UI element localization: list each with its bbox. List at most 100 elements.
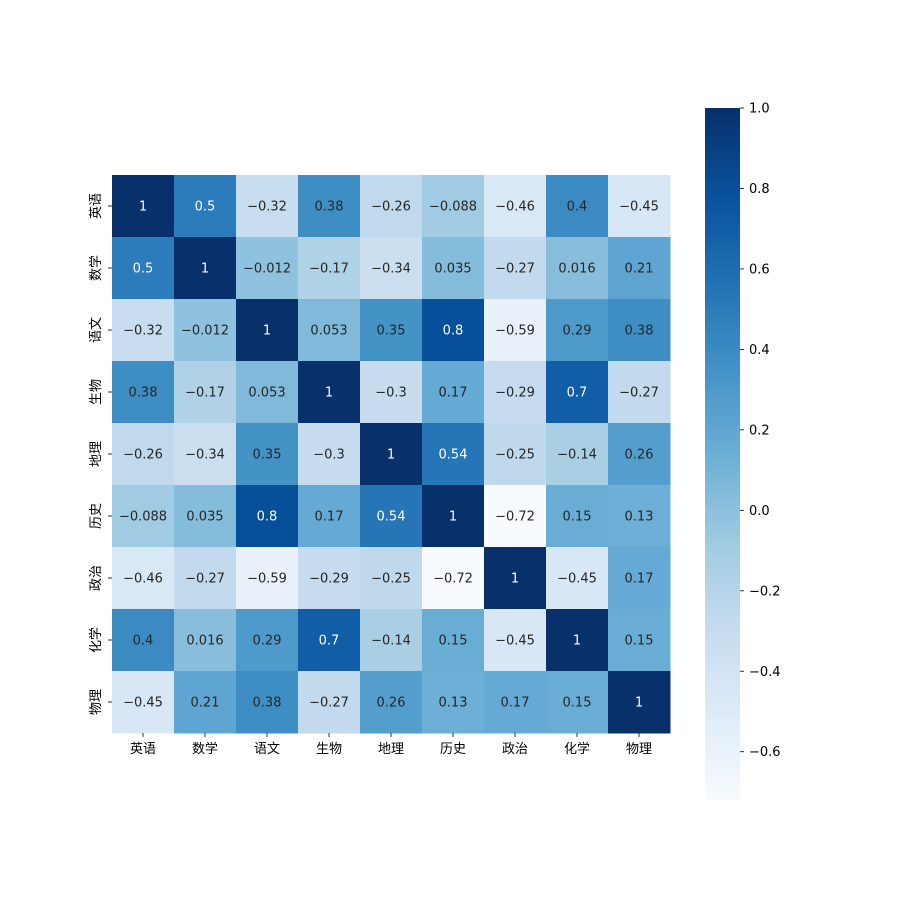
- heatmap-cell: [236, 175, 299, 238]
- cell-value-label: 0.035: [186, 510, 223, 525]
- cell-value-label: 0.8: [443, 324, 464, 339]
- heatmap-cell: [174, 609, 237, 672]
- heatmap-cell: [484, 547, 547, 610]
- y-tick-label: 政治: [89, 565, 104, 591]
- heatmap-cell: [546, 671, 609, 734]
- heatmap-cell: [484, 361, 547, 424]
- heatmap-cell: [608, 361, 671, 424]
- y-tick-label: 生物: [89, 379, 104, 405]
- cell-value-label: 1: [635, 696, 643, 711]
- heatmap-cells: 1 0.5 −0.32 0.38 −0.26 −0.088 −0.46 0.4 −0.45 0.5…: [112, 175, 671, 734]
- colorbar-tick-label: 0.0: [749, 504, 770, 519]
- cell-value-label: −0.29: [309, 572, 349, 587]
- heatmap-cell: [112, 547, 175, 610]
- cell-value-label: 0.26: [377, 696, 406, 711]
- cell-value-label: 0.5: [133, 262, 154, 277]
- heatmap-cell: [236, 423, 299, 486]
- heatmap-cell: [484, 485, 547, 548]
- cell-value-label: 1: [139, 200, 147, 215]
- cell-value-label: −0.46: [495, 200, 535, 215]
- heatmap-cell: [484, 609, 547, 672]
- colorbar-tick-label: 1.0: [749, 102, 770, 117]
- cell-value-label: −0.46: [123, 572, 163, 587]
- cell-value-label: 0.29: [563, 324, 592, 339]
- heatmap-cell: [174, 237, 237, 300]
- heatmap-cell: [546, 175, 609, 238]
- heatmap-cell: [360, 547, 423, 610]
- heatmap-cell: [546, 423, 609, 486]
- heatmap-cell: [112, 237, 175, 300]
- cell-value-label: 0.54: [439, 448, 468, 463]
- heatmap-cell: [174, 175, 237, 238]
- cell-value-label: −0.32: [247, 200, 287, 215]
- heatmap-cell: [422, 423, 485, 486]
- cell-value-label: −0.26: [123, 448, 163, 463]
- x-axis-ticks: 英语 数学 语文 生物 地理 历史 政治 化学 物理: [130, 733, 652, 757]
- cell-value-label: −0.34: [371, 262, 411, 277]
- colorbar-gradient: [705, 108, 740, 800]
- y-tick-label: 数学: [88, 255, 104, 281]
- heatmap-cell: [174, 299, 237, 362]
- cell-value-label: −0.012: [243, 262, 291, 277]
- colorbar-tick-label: −0.4: [749, 665, 781, 680]
- heatmap-cell: [112, 175, 175, 238]
- x-tick-label: 语文: [254, 742, 280, 757]
- heatmap-cell: [298, 361, 361, 424]
- heatmap-cell: [546, 609, 609, 672]
- cell-value-label: −0.25: [495, 448, 535, 463]
- heatmap-cell: [236, 361, 299, 424]
- x-tick-label: 数学: [192, 741, 218, 757]
- cell-value-label: −0.17: [309, 262, 349, 277]
- heatmap-cell: [112, 423, 175, 486]
- cell-value-label: −0.088: [119, 510, 167, 525]
- heatmap-cell: [608, 609, 671, 672]
- heatmap-cell: [174, 423, 237, 486]
- cell-value-label: 1: [325, 386, 333, 401]
- heatmap-cell: [236, 547, 299, 610]
- heatmap-cell: [360, 237, 423, 300]
- cell-value-label: 0.053: [248, 386, 285, 401]
- cell-value-label: −0.14: [557, 448, 597, 463]
- heatmap-cell: [608, 671, 671, 734]
- cell-value-label: −0.27: [309, 696, 349, 711]
- colorbar: 1.0 0.8 0.6 0.4 0.2 0.0 −0.2 −0.4 −0.6: [705, 102, 781, 800]
- heatmap-cell: [546, 547, 609, 610]
- heatmap-cell: [174, 361, 237, 424]
- heatmap-cell: [298, 547, 361, 610]
- y-tick-label: 物理: [89, 689, 104, 715]
- x-tick-label: 化学: [564, 741, 590, 757]
- cell-value-label: 0.21: [191, 696, 220, 711]
- y-tick-label: 化学: [88, 627, 104, 653]
- y-tick-label: 历史: [89, 503, 104, 529]
- heatmap-cell: [422, 299, 485, 362]
- cell-value-label: −0.34: [185, 448, 225, 463]
- heatmap-cell: [236, 299, 299, 362]
- cell-value-label: 0.35: [253, 448, 282, 463]
- heatmap-cell: [360, 423, 423, 486]
- cell-value-label: 0.26: [625, 448, 654, 463]
- heatmap-cell: [484, 671, 547, 734]
- heatmap-cell: [236, 237, 299, 300]
- heatmap-cell: [112, 671, 175, 734]
- cell-value-label: −0.45: [495, 634, 535, 649]
- cell-value-label: −0.45: [557, 572, 597, 587]
- cell-value-label: 0.016: [558, 262, 595, 277]
- x-tick-label: 地理: [378, 742, 404, 757]
- colorbar-tick-label: 0.6: [749, 262, 770, 277]
- cell-value-label: 0.7: [319, 634, 340, 649]
- x-tick-label: 物理: [626, 742, 652, 757]
- cell-value-label: 0.35: [377, 324, 406, 339]
- cell-value-label: −0.25: [371, 572, 411, 587]
- cell-value-label: −0.72: [495, 510, 535, 525]
- cell-value-label: 1: [449, 510, 457, 525]
- cell-value-label: 0.8: [257, 510, 278, 525]
- heatmap-cell: [360, 609, 423, 672]
- heatmap-cell: [484, 175, 547, 238]
- heatmap-cell: [112, 299, 175, 362]
- heatmap-cell: [608, 299, 671, 362]
- cell-value-label: −0.012: [181, 324, 229, 339]
- heatmap-cell: [484, 423, 547, 486]
- cell-value-label: 0.4: [567, 200, 588, 215]
- cell-value-label: −0.27: [185, 572, 225, 587]
- cell-value-label: −0.59: [495, 324, 535, 339]
